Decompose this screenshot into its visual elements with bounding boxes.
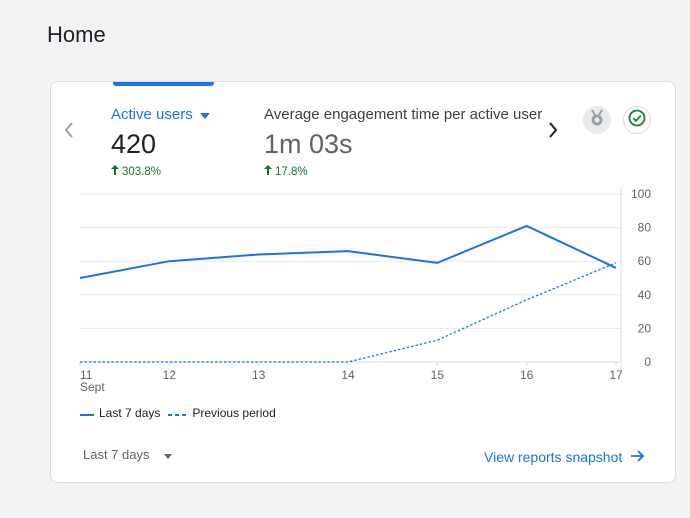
page-title: Home [47,22,106,47]
active-users-chart: 0 20 40 60 80 100 11 12 13 14 15 16 17 Sept [79,186,652,394]
date-range-select[interactable]: Last 7 days [83,447,172,462]
series-line-current [79,224,617,279]
y-tick-label: 0 [644,355,651,369]
y-tick-label: 20 [638,321,652,335]
x-tick-label: 14 [341,368,355,382]
series-line-previous [80,262,617,363]
arrow-right-icon [631,449,645,465]
chart-legend: Last 7 days Previous period [80,406,284,420]
caret-down-icon [163,447,172,462]
y-tick-label: 100 [631,187,651,201]
metric-delta: 17.8% [275,165,308,178]
insights-badge-icon [589,108,605,132]
legend-item-previous: Previous period [168,406,276,420]
caret-down-icon [199,106,210,123]
metric-label: Active users [111,106,193,123]
x-tick-label: 13 [252,368,266,382]
chevron-left-icon [64,121,74,143]
view-reports-snapshot-link[interactable]: View reports snapshot [484,449,645,465]
arrow-up-icon [264,165,272,178]
view-reports-label: View reports snapshot [484,449,623,465]
x-tick-label: 16 [520,368,534,382]
metric-delta: 303.8% [122,165,162,178]
metric-label: Average engagement time per active user [264,106,543,123]
x-tick-label: 15 [431,368,445,382]
y-tick-label: 60 [638,254,652,268]
y-tick-label: 80 [638,221,652,235]
date-range-label: Last 7 days [83,447,150,462]
prev-metric-button[interactable] [57,120,81,144]
active-tab-indicator [113,82,214,86]
metric-tab-engagement-time[interactable]: Average engagement time per active user … [264,106,542,178]
metric-value: 420 [111,129,157,159]
legend-label: Last 7 days [99,406,161,420]
x-tick-label: 12 [163,368,177,382]
next-metric-button[interactable] [541,120,565,144]
metric-value: 1m 03s [264,129,353,159]
y-tick-label: 40 [638,288,652,302]
x-tick-sublabel: Sept [80,380,105,394]
home-overview-card: Active users 420 303.8% Average engageme… [50,81,676,483]
check-circle-icon [628,109,646,132]
status-button[interactable] [623,106,651,134]
arrow-up-icon [111,165,119,178]
insights-button[interactable] [583,106,611,134]
legend-label: Previous period [192,406,276,420]
chevron-right-icon [548,121,558,143]
x-tick-label: 17 [609,368,623,382]
legend-solid-swatch [80,406,96,420]
legend-dashed-swatch [168,406,189,420]
legend-item-current: Last 7 days [80,406,160,420]
metric-tab-active-users[interactable]: Active users 420 303.8% [111,106,210,178]
x-tick-label: 11 [80,368,93,382]
